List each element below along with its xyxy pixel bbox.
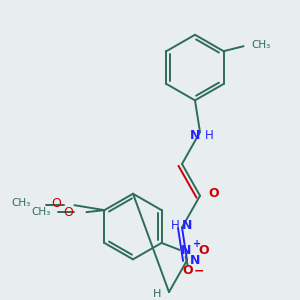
- Text: N: N: [182, 219, 192, 232]
- Text: CH₃: CH₃: [31, 207, 50, 217]
- Text: CH₃: CH₃: [11, 198, 30, 208]
- Text: N: N: [180, 244, 191, 257]
- Text: O: O: [52, 197, 61, 210]
- Text: O: O: [64, 206, 74, 219]
- Text: N: N: [190, 129, 200, 142]
- Text: −: −: [193, 264, 204, 277]
- Text: +: +: [193, 239, 201, 249]
- Text: N: N: [190, 254, 200, 267]
- Text: O: O: [198, 244, 209, 257]
- Text: O: O: [209, 187, 219, 200]
- Text: H: H: [205, 129, 213, 142]
- Text: H: H: [153, 289, 161, 299]
- Text: CH₃: CH₃: [252, 40, 271, 50]
- Text: H: H: [171, 219, 179, 232]
- Text: O: O: [182, 264, 193, 277]
